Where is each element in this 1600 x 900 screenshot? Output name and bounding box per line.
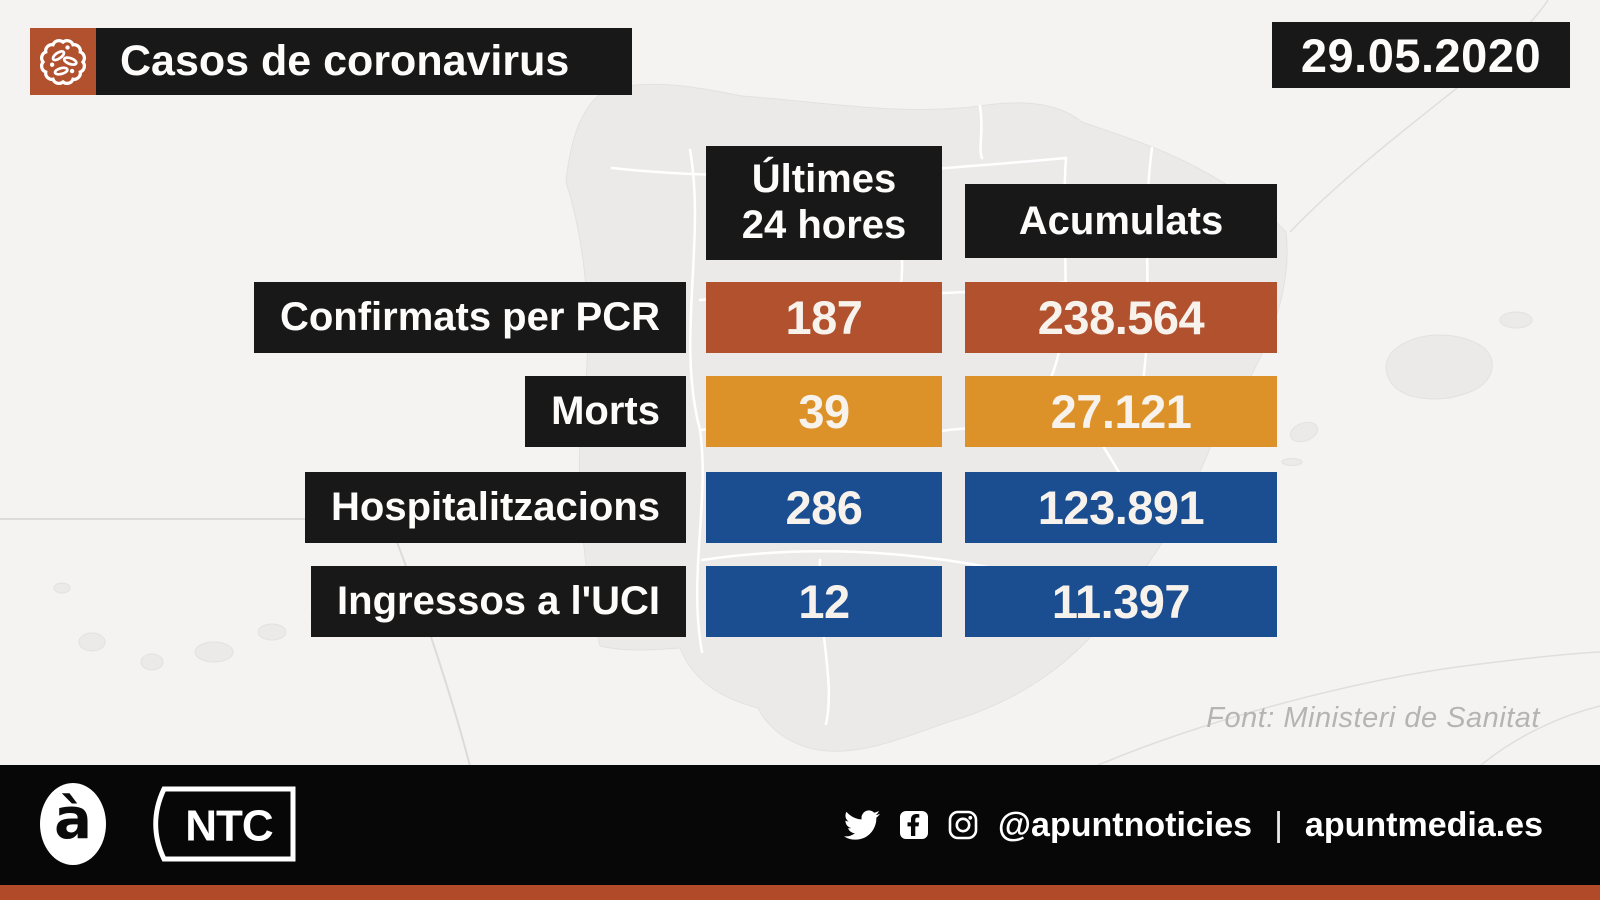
separator: | bbox=[1274, 805, 1283, 844]
column-header-last24-line2: 24 hores bbox=[741, 203, 907, 247]
footer-social-block: @apuntnoticies | apuntmedia.es bbox=[843, 765, 1543, 885]
value-hospitalitzacions-acumulats: 123.891 bbox=[965, 472, 1277, 543]
formentera-shape bbox=[1281, 458, 1303, 466]
row-label-confirmats-pcr: Confirmats per PCR bbox=[253, 282, 686, 353]
value-morts-last24: 39 bbox=[706, 376, 942, 447]
ntc-logo-text: NTC bbox=[185, 802, 273, 851]
social-handle: @apuntnoticies bbox=[997, 805, 1253, 844]
row-label-ingressos-uci: Ingressos a l'UCI bbox=[311, 566, 686, 637]
column-header-acumulats: Acumulats bbox=[965, 184, 1277, 258]
instagram-icon bbox=[948, 810, 978, 840]
virus-icon bbox=[40, 38, 86, 85]
value-morts-acumulats: 27.121 bbox=[965, 376, 1277, 447]
twitter-icon bbox=[843, 810, 880, 840]
value-hospitalitzacions-last24: 286 bbox=[706, 472, 942, 543]
africa-coast-line bbox=[1095, 651, 1600, 767]
ntc-logo: NTC bbox=[153, 786, 296, 862]
accent-stripe bbox=[0, 885, 1600, 900]
value-confirmats-last24: 187 bbox=[706, 282, 942, 353]
apunt-logo: à bbox=[40, 783, 106, 865]
footer-bar bbox=[0, 765, 1600, 885]
column-header-last24: Últimes 24 hores bbox=[706, 146, 942, 260]
date-badge: 29.05.2020 bbox=[1272, 22, 1570, 88]
virus-badge bbox=[30, 28, 96, 95]
canary-inset-line bbox=[0, 518, 471, 767]
facebook-icon bbox=[899, 811, 928, 839]
value-ingressos-acumulats: 11.397 bbox=[965, 566, 1277, 637]
website-url: apuntmedia.es bbox=[1304, 805, 1543, 844]
page-title: Casos de coronavirus bbox=[96, 28, 632, 95]
column-header-last24-line1: Últimes bbox=[751, 157, 897, 202]
menorca-shape bbox=[1499, 311, 1533, 329]
row-label-hospitalitzacions: Hospitalitzacions bbox=[305, 472, 686, 543]
ibiza-shape bbox=[1289, 421, 1319, 443]
row-label-morts: Morts bbox=[525, 376, 686, 447]
apunt-logo-letter: à bbox=[54, 787, 92, 852]
value-ingressos-last24: 12 bbox=[706, 566, 942, 637]
mallorca-shape bbox=[1385, 334, 1493, 400]
value-confirmats-acumulats: 238.564 bbox=[965, 282, 1277, 353]
source-note: Font: Ministeri de Sanitat bbox=[1206, 702, 1540, 734]
